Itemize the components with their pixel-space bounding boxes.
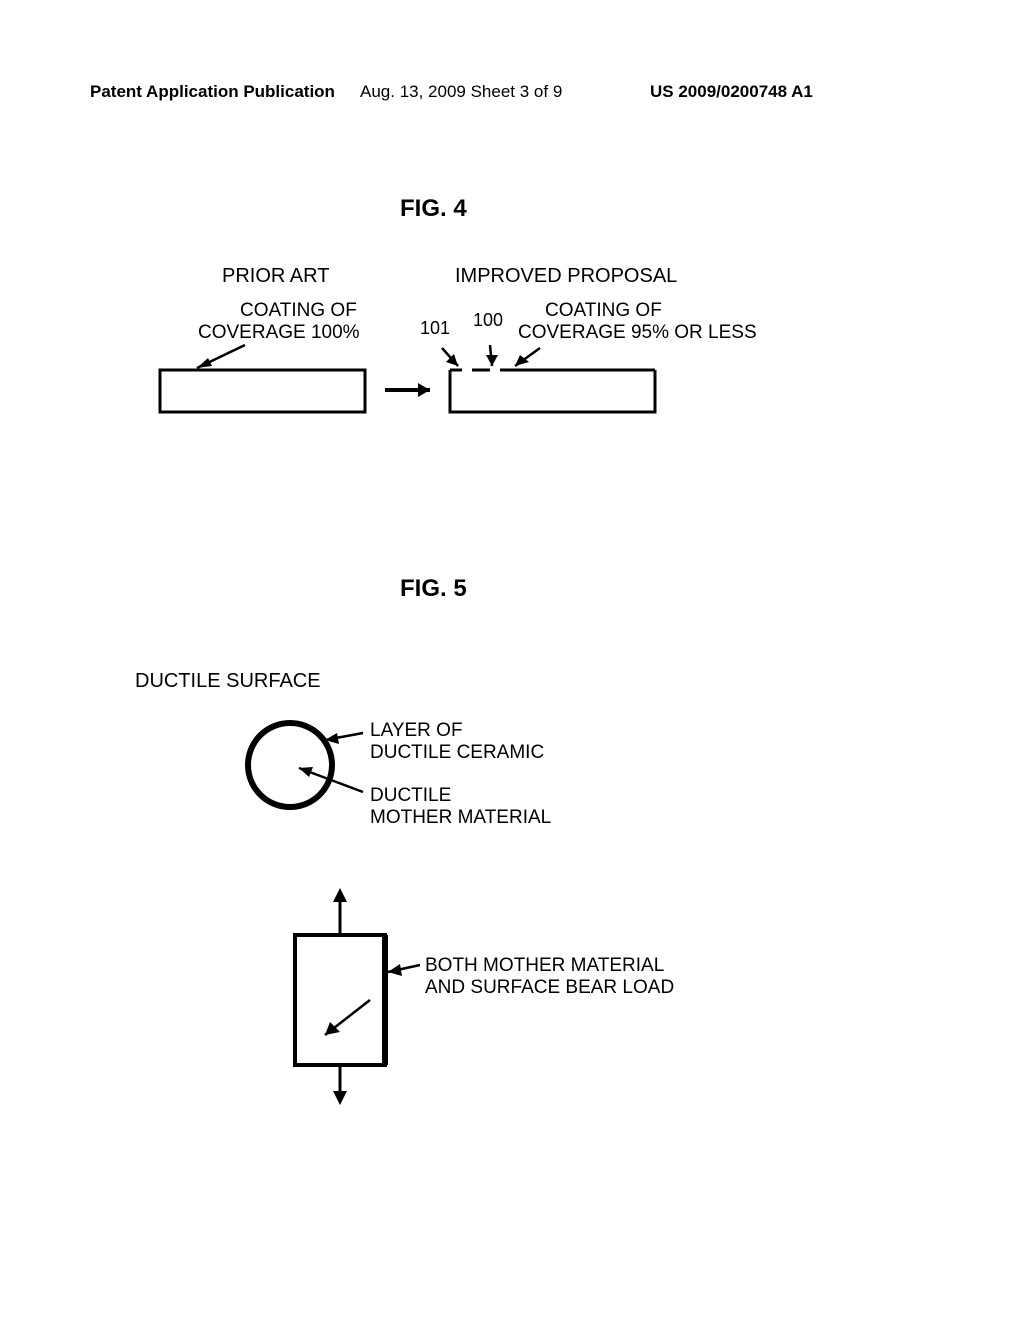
fig5-mother-l2: MOTHER MATERIAL [370, 807, 551, 829]
fig4-title: FIG. 4 [400, 195, 467, 223]
fig5-mother-l1: DUCTILE [370, 785, 451, 807]
header-center: Aug. 13, 2009 Sheet 3 of 9 [360, 82, 562, 102]
header-right: US 2009/0200748 A1 [650, 82, 813, 102]
fig5-both-l1: BOTH MOTHER MATERIAL [425, 955, 664, 977]
fig4-coating-right-l1: COATING OF [545, 300, 662, 322]
fig5-layer-l2: DUCTILE CERAMIC [370, 742, 544, 764]
fig5-layer-l1: LAYER OF [370, 720, 463, 742]
fig4-prior-art: PRIOR ART [222, 265, 329, 288]
fig4-ref-101: 101 [420, 318, 450, 339]
fig4-improved: IMPROVED PROPOSAL [455, 265, 677, 288]
fig5-circle-diagram [235, 710, 375, 830]
fig5-both-l2: AND SURFACE BEAR LOAD [425, 977, 674, 999]
fig5-ductile-surface: DUCTILE SURFACE [135, 670, 321, 693]
fig5-title: FIG. 5 [400, 575, 467, 603]
fig4-ref-100: 100 [473, 310, 503, 331]
fig4-coating-left-l1: COATING OF [240, 300, 357, 322]
fig4-diagram [140, 340, 770, 430]
header-left: Patent Application Publication [90, 82, 335, 102]
fig5-rect-diagram [270, 880, 450, 1110]
